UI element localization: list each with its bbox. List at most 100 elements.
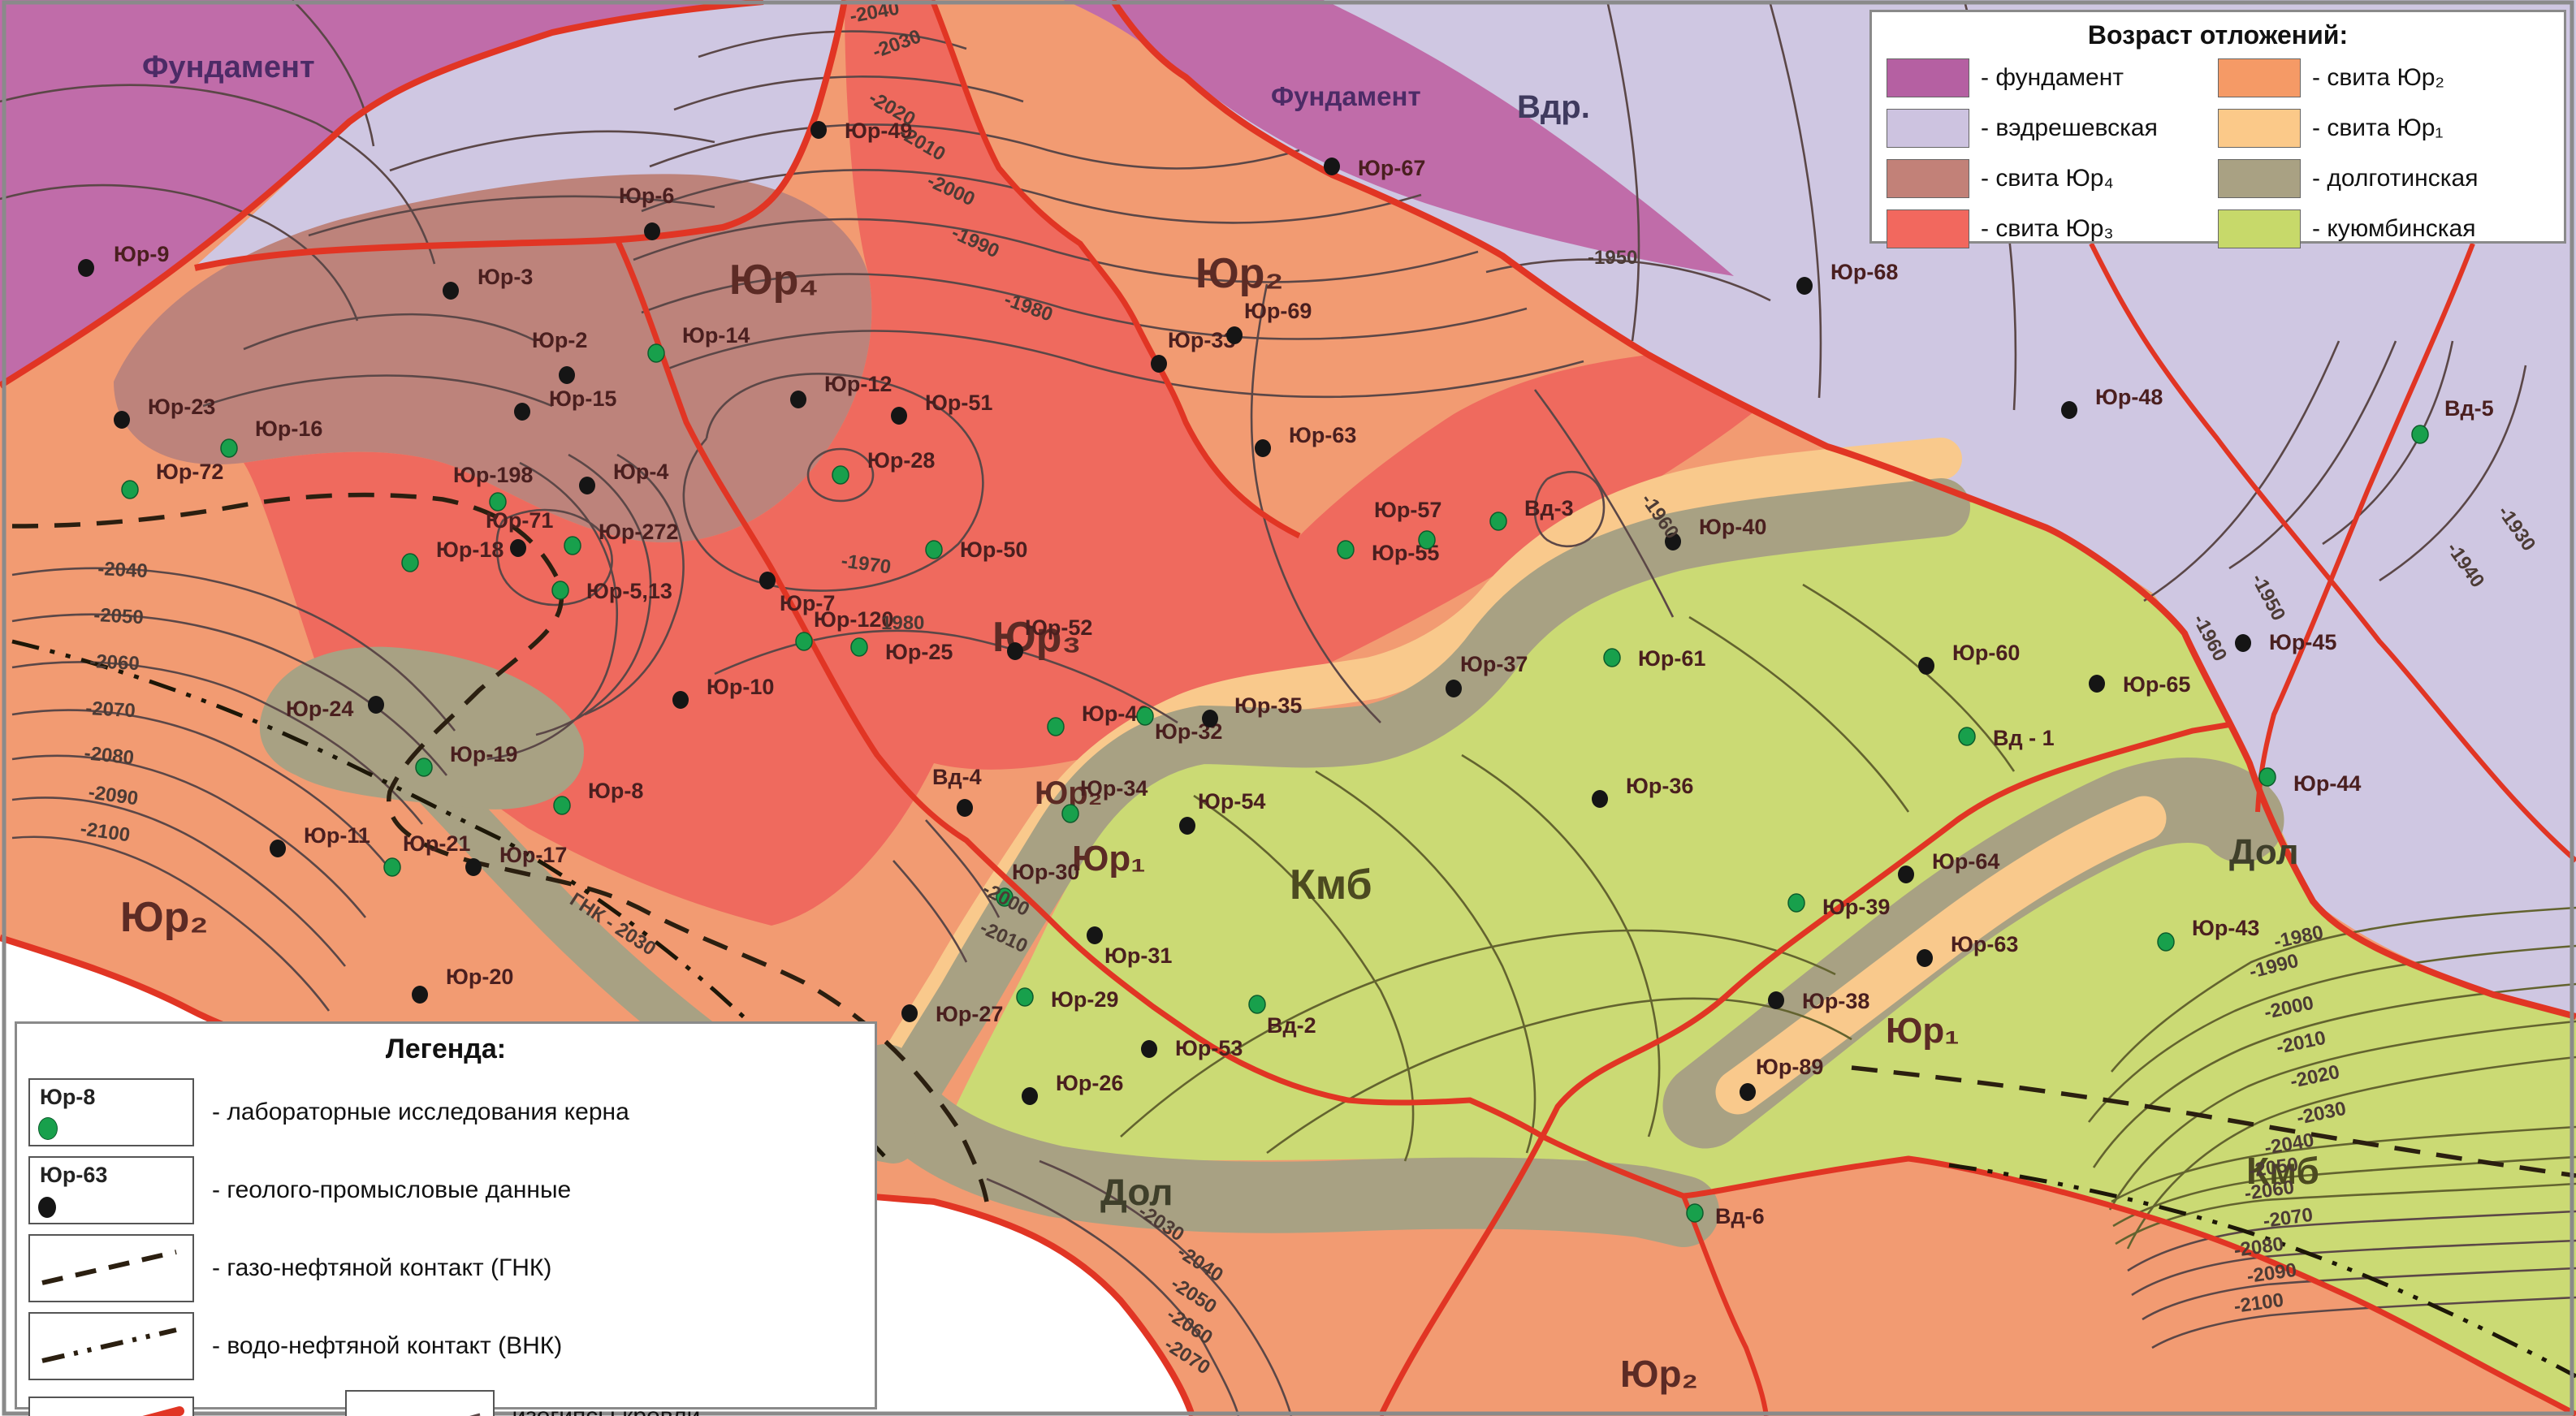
isoline-icon: -2010 bbox=[391, 1413, 480, 1416]
well-label: Юр-17 bbox=[499, 843, 567, 867]
core-well-marker bbox=[1958, 727, 1976, 746]
well-label: Юр-25 bbox=[885, 640, 953, 664]
well-label: Юр-34 bbox=[1080, 776, 1148, 801]
well-label: Юр-120 bbox=[814, 607, 893, 632]
field-well-marker bbox=[1007, 642, 1023, 660]
core-well-marker bbox=[1418, 530, 1436, 550]
field-well-marker bbox=[368, 696, 384, 714]
legend-row-core: Юр-8 - лабораторные исследования керна bbox=[17, 1073, 875, 1151]
field-well-marker bbox=[1918, 657, 1934, 675]
well-label: Юр-14 bbox=[682, 323, 750, 348]
field-well-marker bbox=[790, 391, 806, 408]
svita-yur2-swatch bbox=[2218, 58, 2301, 97]
well-label: Юр-67 bbox=[1358, 156, 1425, 180]
field-well-marker bbox=[1179, 817, 1195, 835]
core-well-marker bbox=[1016, 987, 1034, 1007]
field-well-marker bbox=[1898, 866, 1914, 883]
legend-main-title: Легенда: bbox=[385, 1034, 507, 1064]
core-well-marker bbox=[925, 540, 943, 559]
well-label: Вд-2 bbox=[1267, 1013, 1316, 1038]
well-label: Юр-45 bbox=[2269, 630, 2336, 654]
region-label: Дол bbox=[1100, 1171, 1173, 1213]
field-well-marker bbox=[1141, 1040, 1157, 1058]
core-well-marker bbox=[1337, 540, 1355, 559]
fault-line bbox=[1109, 0, 2576, 1020]
fault-line-icon bbox=[142, 1406, 184, 1416]
core-well-marker bbox=[401, 553, 419, 572]
core-well-marker bbox=[1248, 995, 1266, 1014]
well-label: Юр-18 bbox=[436, 537, 504, 562]
legend-row-field: Юр-63 - геолого-промысловые данные bbox=[17, 1151, 875, 1229]
well-label: Юр-198 bbox=[453, 463, 533, 487]
field-well-marker bbox=[2061, 401, 2077, 419]
gnk-line-symbol bbox=[28, 1234, 194, 1302]
fault-line bbox=[2255, 242, 2475, 813]
isoline-label: -2040 bbox=[97, 558, 149, 582]
isoline-label: -1950 bbox=[1588, 247, 1637, 269]
core-well-symbol: Юр-8 bbox=[28, 1078, 194, 1146]
field-well-symbol: Юр-63 bbox=[28, 1156, 194, 1224]
legend-row-vnk: - водо-нефтяной контакт (ВНК) bbox=[17, 1307, 875, 1385]
kuyumbinskaya-swatch bbox=[2218, 209, 2301, 248]
region-label: Дол bbox=[2229, 832, 2299, 872]
core-well-marker bbox=[553, 796, 571, 815]
well-label: Юр-27 bbox=[936, 1002, 1003, 1026]
well-label: Юр-26 bbox=[1056, 1071, 1123, 1095]
region-fundament-band bbox=[1064, 0, 1734, 276]
core-well-marker bbox=[832, 465, 849, 485]
core-well-marker bbox=[850, 637, 868, 657]
field-well-marker bbox=[1665, 533, 1681, 550]
region-svita-yur4 bbox=[114, 174, 872, 543]
field-well-marker bbox=[559, 366, 575, 384]
field-well-marker bbox=[2089, 675, 2105, 693]
core-well-marker bbox=[996, 887, 1014, 907]
legend-item-svita-yur2: - свита Юр₂ bbox=[2218, 58, 2549, 97]
well-label: Вд-6 bbox=[1715, 1204, 1765, 1228]
well-label: Юр-7 bbox=[780, 591, 835, 615]
well-label: Юр-20 bbox=[446, 965, 513, 989]
legend-item-label: - свита Юр₃ bbox=[1981, 215, 2114, 242]
legend-item-dolgotinskaya: - долготинская bbox=[2218, 159, 2549, 198]
well-label: Юр-49 bbox=[845, 119, 912, 143]
band-svita-yur1-east bbox=[1715, 796, 2167, 1115]
gnk-contact-line-2030 bbox=[1851, 1065, 2576, 1178]
gnk-line-icon bbox=[41, 1250, 177, 1285]
field-well-marker bbox=[1087, 926, 1103, 944]
well-label: Юр-71 bbox=[486, 508, 553, 533]
field-well-marker bbox=[510, 539, 526, 557]
well-label: Юр-10 bbox=[707, 675, 774, 699]
well-label: Юр-63 bbox=[1289, 423, 1356, 447]
field-well-dot-icon bbox=[38, 1197, 56, 1218]
core-well-marker bbox=[220, 438, 238, 458]
vnk-legend-label: - водо-нефтяной контакт (ВНК) bbox=[212, 1332, 563, 1359]
legend-item-svita-yur1: - свита Юр₁ bbox=[2218, 109, 2549, 148]
legend-item-vedreshevskaya: - вэдрешевская bbox=[1887, 109, 2218, 148]
well-label: Юр-72 bbox=[156, 460, 223, 484]
well-label: Юр-64 bbox=[1932, 849, 1999, 874]
vnk-contact-line-east bbox=[1948, 1163, 2576, 1379]
fault-line bbox=[929, 0, 1301, 539]
svita-yur1-swatch bbox=[2218, 109, 2301, 148]
legend-age-grid: - фундамент - свита Юр₂ - вэдрешевская -… bbox=[1872, 55, 2564, 252]
well-label: Юр-40 bbox=[1699, 515, 1766, 539]
well-label: Юр-6 bbox=[619, 183, 674, 208]
field-well-marker bbox=[1151, 355, 1167, 373]
core-well-marker bbox=[1489, 512, 1507, 531]
legend-item-label: - вэдрешевская bbox=[1981, 114, 2158, 141]
field-well-marker bbox=[759, 572, 776, 589]
well-label: Юр-23 bbox=[148, 395, 215, 419]
svita-yur4-swatch bbox=[1887, 159, 1969, 198]
region-vedreshevskaya-right bbox=[1113, 0, 2576, 1017]
isoline-label: 1980 bbox=[881, 612, 924, 634]
legend-row-gnk: - газо-нефтяной контакт (ГНК) bbox=[17, 1229, 875, 1307]
well-label: Юр-11 bbox=[304, 823, 370, 848]
field-well-marker bbox=[514, 403, 530, 421]
fault-line bbox=[0, 0, 764, 389]
core-well-marker bbox=[1787, 893, 1805, 913]
gnk-legend-label: - газо-нефтяной контакт (ГНК) bbox=[212, 1254, 552, 1281]
field-well-marker bbox=[579, 477, 595, 494]
field-well-legend-label: - геолого-промысловые данные bbox=[212, 1176, 572, 1203]
region-label: Кмб bbox=[1290, 861, 1372, 909]
well-label: Юр-31 bbox=[1104, 943, 1172, 968]
